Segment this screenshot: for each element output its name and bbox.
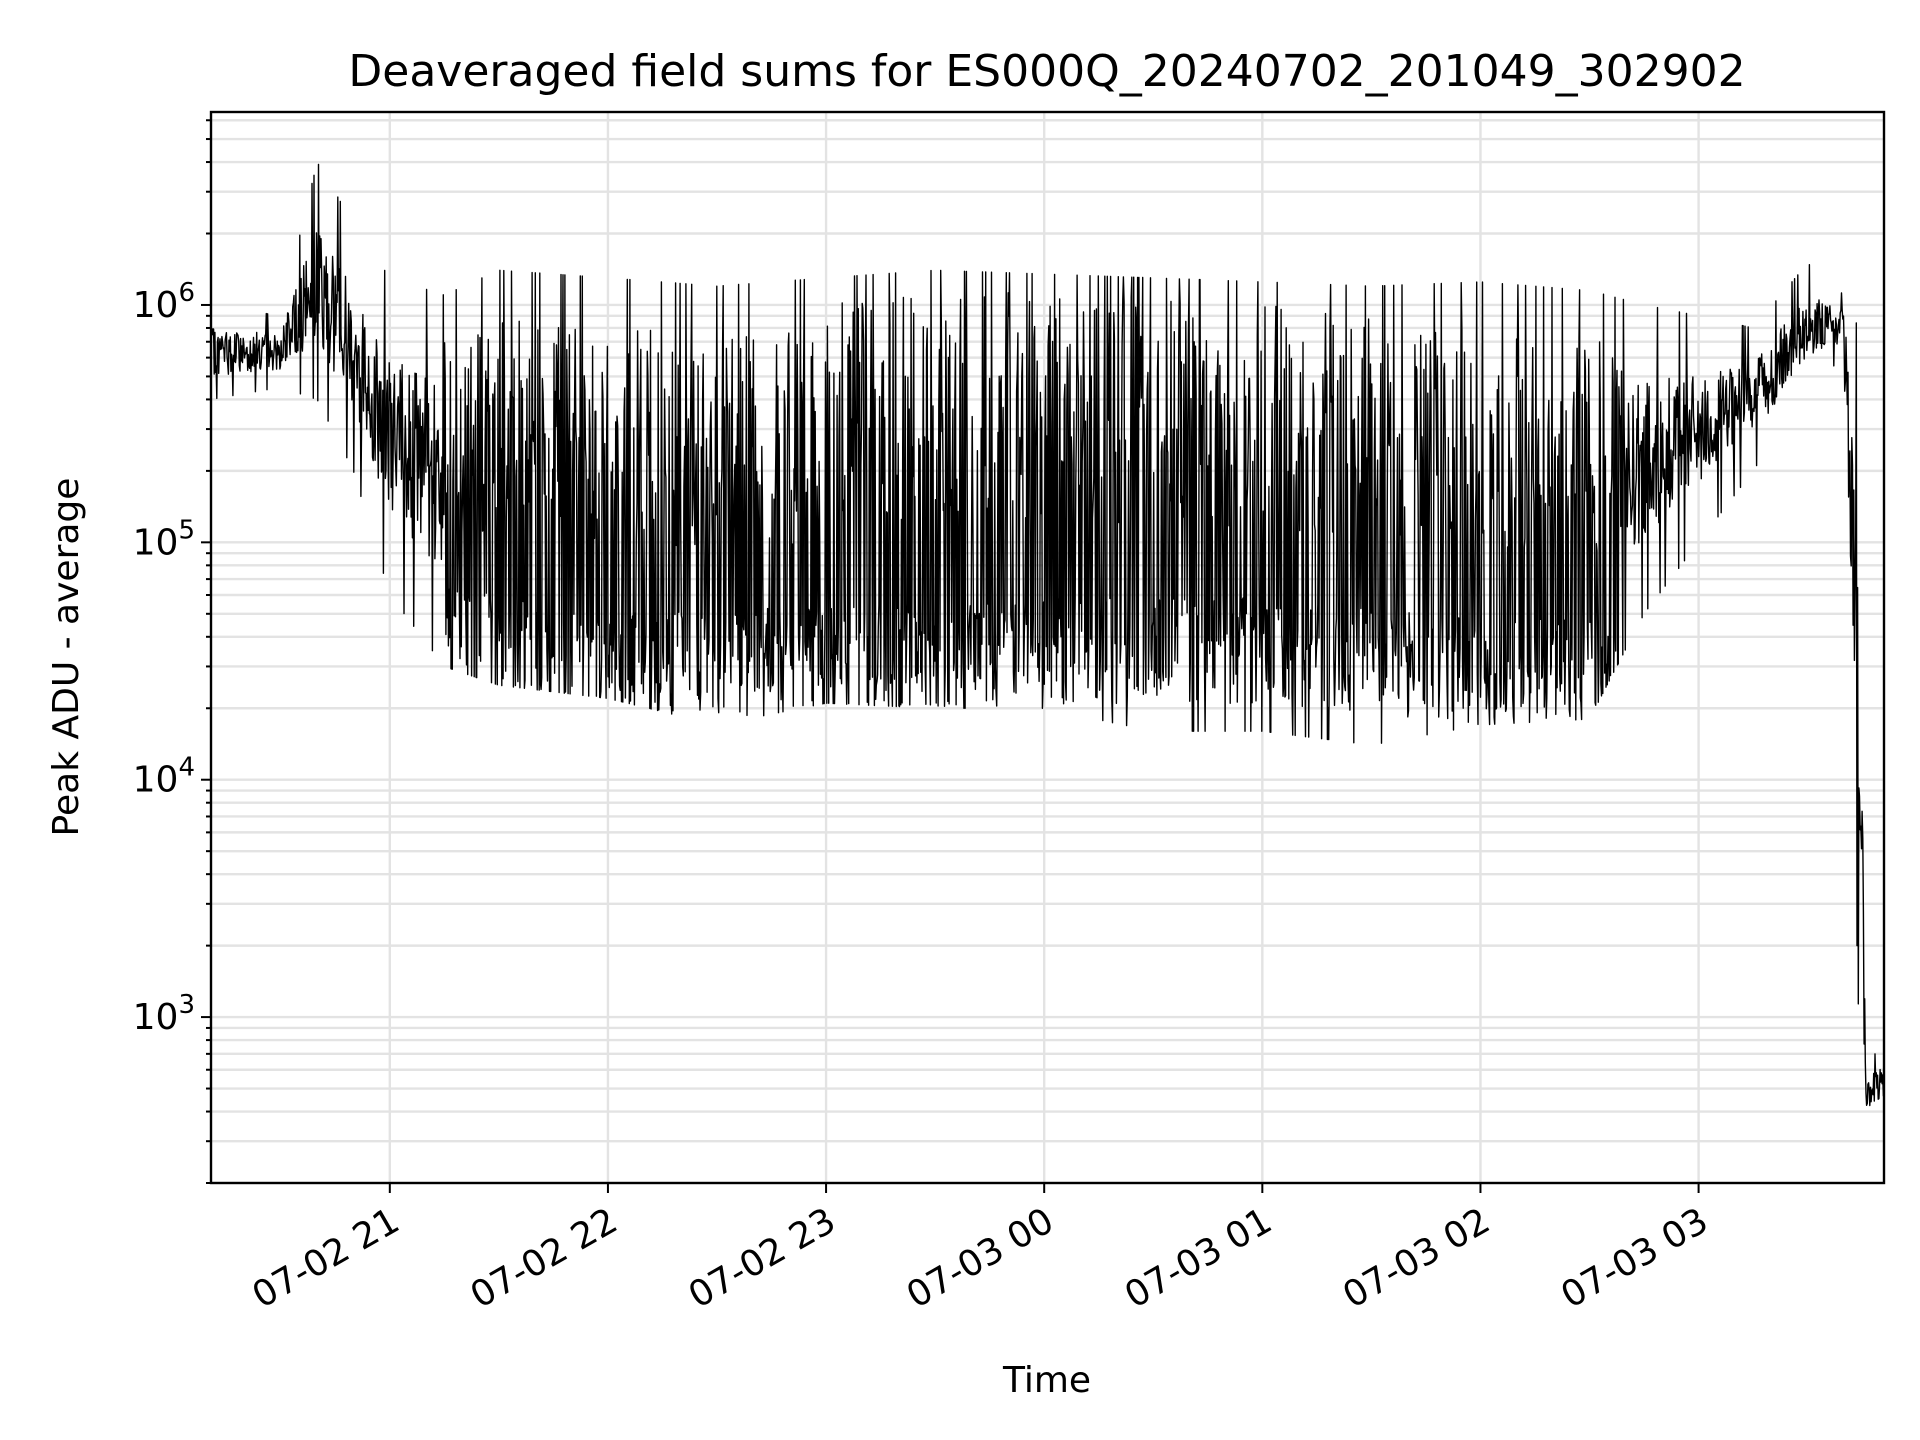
chart-title: Deaveraged field sums for ES000Q_2024070… <box>348 46 1745 97</box>
series-line <box>210 163 1885 1107</box>
y-tick-label: 103 <box>133 990 195 1038</box>
x-axis-label: Time <box>1002 1360 1091 1401</box>
series <box>210 163 1885 1107</box>
y-tick-label: 106 <box>133 278 195 326</box>
plot-frame <box>209 110 1886 1185</box>
y-axis-label: Peak ADU - average <box>46 478 87 837</box>
y-tick-label: 105 <box>133 515 195 563</box>
y-axis: 103 104 105 106 <box>133 119 211 1184</box>
y-tick-label: 104 <box>133 753 195 801</box>
